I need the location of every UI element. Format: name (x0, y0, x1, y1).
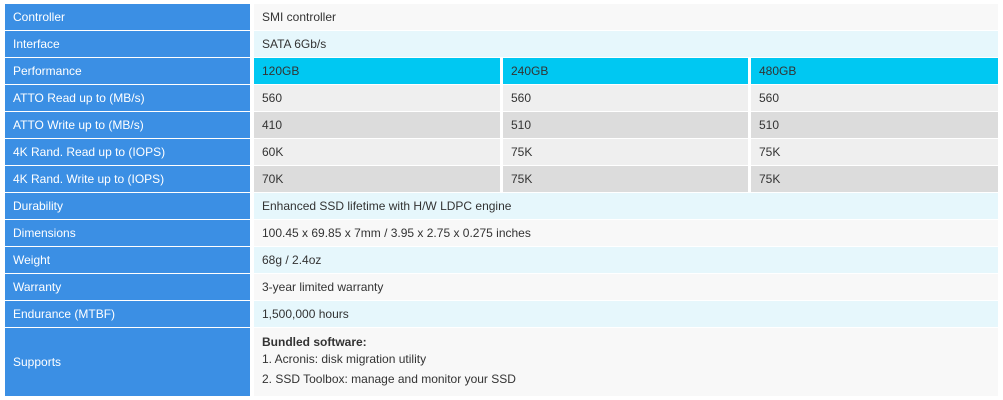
row-label: Dimensions (5, 220, 250, 246)
value-cell: 75K (503, 139, 748, 165)
value-cell: 510 (503, 112, 748, 138)
value-cell: SATA 6Gb/s (254, 31, 998, 57)
row-label: Warranty (5, 274, 250, 300)
value-cell: 60K (254, 139, 500, 165)
value-cell: 560 (751, 85, 998, 111)
row-label: Interface (5, 31, 250, 57)
value-cell: 75K (751, 139, 998, 165)
value-cell: 100.45 x 69.85 x 7mm / 3.95 x 2.75 x 0.2… (254, 220, 998, 246)
value-cell: 68g / 2.4oz (254, 247, 998, 273)
row-label: ATTO Write up to (MB/s) (5, 112, 250, 138)
value-cell: 480GB (751, 58, 998, 84)
value-cell: 70K (254, 166, 500, 192)
value-cell: 75K (751, 166, 998, 192)
value-cell: 240GB (503, 58, 748, 84)
value-cell: 410 (254, 112, 500, 138)
value-cell: 560 (503, 85, 748, 111)
value-cell: Bundled software: 1. Acronis: disk migrat… (254, 328, 998, 396)
row-label: 4K Rand. Write up to (IOPS) (5, 166, 250, 192)
value-cell: 120GB (254, 58, 500, 84)
row-label: ATTO Read up to (MB/s) (5, 85, 250, 111)
row-label: 4K Rand. Read up to (IOPS) (5, 139, 250, 165)
value-cell: 510 (751, 112, 998, 138)
row-label: Performance (5, 58, 250, 84)
value-cell: 560 (254, 85, 500, 111)
row-label: Durability (5, 193, 250, 219)
value-cell: 1,500,000 hours (254, 301, 998, 327)
row-label: Weight (5, 247, 250, 273)
value-cell: 75K (503, 166, 748, 192)
value-cell: 3-year limited warranty (254, 274, 998, 300)
cell-line: 2. SSD Toolbox: manage and monitor your … (262, 372, 516, 386)
value-cell: Enhanced SSD lifetime with H/W LDPC engi… (254, 193, 998, 219)
row-label: Supports (5, 328, 250, 396)
cell-heading: Bundled software: (262, 335, 367, 349)
value-cell: SMI controller (254, 4, 998, 30)
cell-line: 1. Acronis: disk migration utility (262, 352, 427, 366)
row-label: Controller (5, 4, 250, 30)
row-label: Endurance (MTBF) (5, 301, 250, 327)
